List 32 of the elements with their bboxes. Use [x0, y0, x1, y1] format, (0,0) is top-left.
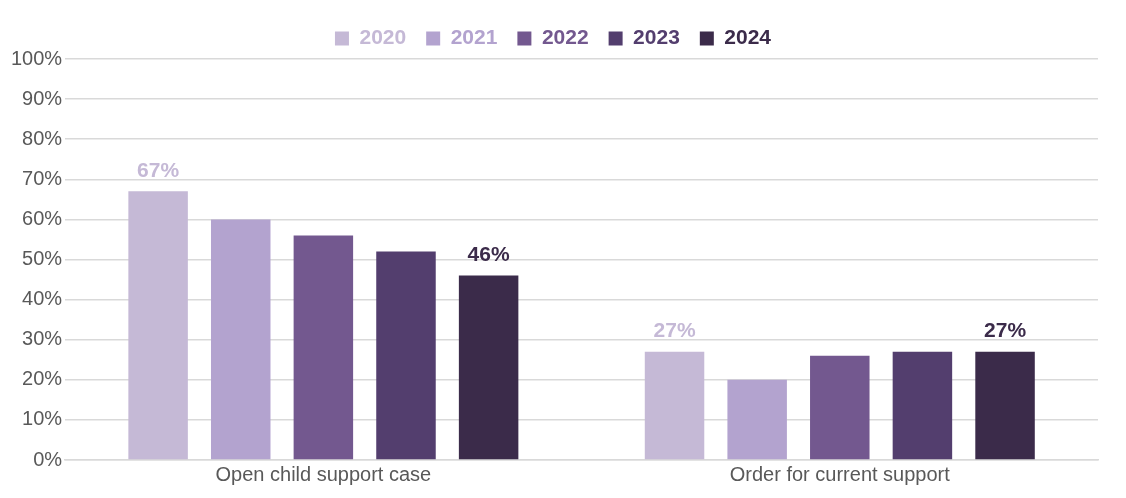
- y-tick-label: 80%: [22, 126, 63, 149]
- y-tick-label: 100%: [11, 46, 63, 69]
- x-tick-label: Open child support case: [215, 462, 432, 485]
- legend-label: 2022: [541, 25, 589, 49]
- data-label: 27%: [984, 318, 1027, 342]
- y-tick-label: 40%: [22, 287, 63, 310]
- y-tick-label: 0%: [33, 447, 63, 470]
- bar: [128, 191, 188, 460]
- y-tick-label: 10%: [22, 407, 63, 430]
- bar: [810, 355, 870, 460]
- y-tick-label: 60%: [22, 206, 63, 229]
- y-tick-label: 90%: [22, 86, 63, 109]
- legend-label: 2023: [633, 25, 680, 49]
- y-tick-label: 20%: [22, 367, 63, 390]
- y-tick-label: 70%: [22, 166, 63, 189]
- data-label: 67%: [137, 157, 180, 181]
- legend-label: 2024: [724, 25, 772, 49]
- legend-label: 2020: [359, 25, 407, 49]
- data-label: 27%: [653, 318, 696, 342]
- bar: [892, 351, 953, 460]
- bar: [293, 235, 354, 460]
- bar: [458, 275, 519, 460]
- bar: [975, 351, 1035, 460]
- legend-label: 2021: [450, 25, 498, 49]
- bar: [210, 219, 271, 460]
- x-tick-label: Order for current support: [729, 462, 951, 485]
- bar: [376, 251, 436, 460]
- y-tick-label: 30%: [22, 327, 63, 350]
- y-tick-label: 50%: [22, 247, 63, 270]
- bar: [644, 351, 705, 460]
- data-label: 46%: [467, 241, 510, 265]
- bar: [727, 379, 787, 460]
